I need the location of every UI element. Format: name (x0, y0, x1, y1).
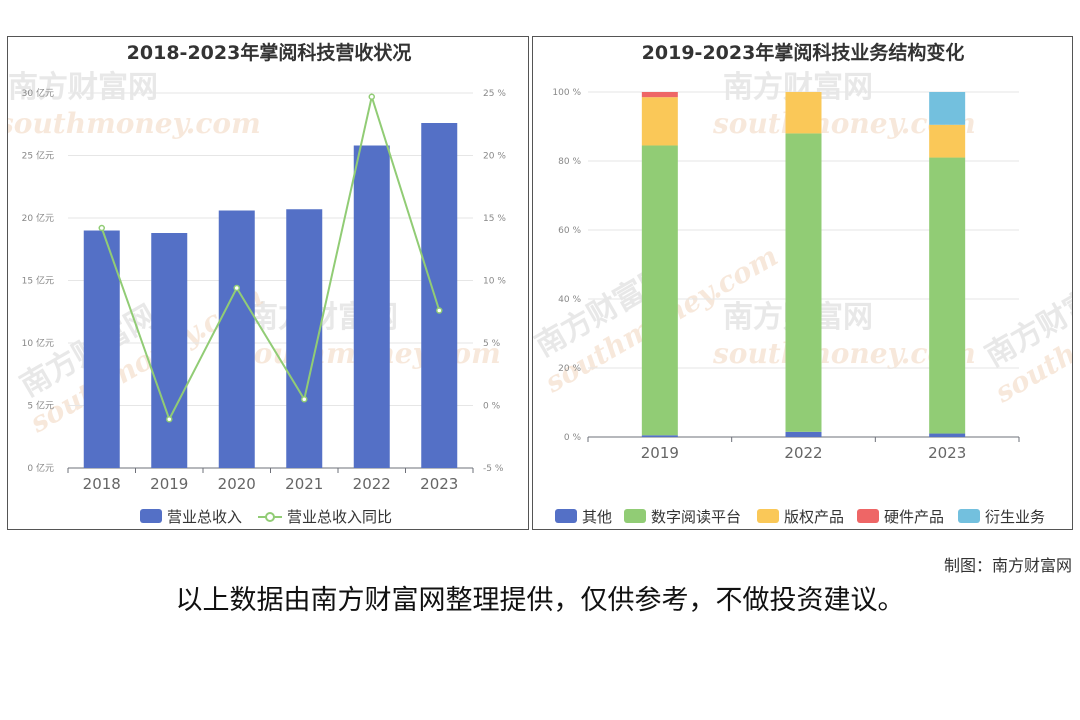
y-tick-label: 60 % (558, 226, 581, 236)
yoy-growth-point (98, 224, 105, 232)
stacked-segment (785, 431, 822, 437)
y-right-tick-label: 15 % (483, 214, 506, 224)
stacked-segment (641, 97, 678, 146)
stacked-segment (785, 133, 822, 432)
y-right-tick-label: 5 % (483, 339, 501, 349)
y-left-tick-label: 20 亿元 (22, 212, 54, 224)
legend-swatch-revenue (140, 509, 162, 523)
y-right-tick-label: 10 % (483, 277, 506, 287)
legend-label: 硬件产品 (884, 508, 944, 526)
y-right-tick-label: -5 % (483, 464, 504, 474)
y-right-tick-label: 0 % (483, 402, 501, 412)
yoy-growth-point (166, 416, 173, 423)
stacked-segment (641, 435, 678, 437)
watermark-logo-cn: 南方财富网 (8, 70, 158, 105)
legend-label: 其他 (582, 508, 612, 526)
watermark-logo-en: southmoney.com (8, 107, 261, 140)
y-left-tick-label: 5 亿元 (27, 400, 54, 412)
chart-title: 2019-2023年掌阅科技业务结构变化 (642, 41, 965, 64)
legend-swatch (857, 509, 879, 523)
yoy-growth-line (100, 92, 441, 422)
stacked-segment (785, 92, 822, 134)
legend-label: 版权产品 (784, 508, 844, 526)
x-tick-label: 2023 (420, 475, 458, 493)
revenue-bar (218, 210, 255, 468)
revenue-bar (353, 145, 390, 468)
legend-label-yoy: 营业总收入同比 (287, 508, 392, 526)
y-tick-label: 80 % (558, 157, 581, 167)
stacked-segment (929, 433, 966, 437)
y-left-tick-label: 10 亿元 (22, 337, 54, 349)
revenue-bar (421, 123, 458, 468)
y-tick-label: 100 % (552, 88, 581, 98)
stacked-segment (641, 145, 678, 436)
y-tick-label: 40 % (558, 295, 581, 305)
x-tick-label: 2022 (784, 444, 822, 462)
x-tick-label: 2021 (285, 475, 323, 493)
revenue-chart: 南方财富网southmoney.com南方财富网southmoney.com南方… (8, 41, 506, 526)
x-tick-label: 2019 (641, 444, 679, 462)
yoy-growth-point (301, 396, 308, 403)
y-right-tick-label: 20 % (483, 152, 506, 162)
revenue-bar (286, 209, 323, 468)
y-left-tick-label: 0 亿元 (27, 462, 54, 474)
legend-label-revenue: 营业总收入 (167, 508, 242, 526)
stacked-segment (641, 92, 678, 98)
disclaimer-text: 以上数据由南方财富网整理提供，仅供参考，不做投资建议。 (175, 585, 905, 616)
x-tick-label: 2023 (928, 444, 966, 462)
x-tick-label: 2019 (150, 475, 188, 493)
legend-label: 衍生业务 (985, 508, 1045, 526)
yoy-growth-point (368, 93, 375, 100)
legend-swatch (624, 509, 646, 523)
legend-swatch (958, 509, 980, 523)
legend-label: 数字阅读平台 (651, 508, 741, 526)
x-tick-label: 2020 (218, 475, 256, 493)
stacked-segment (929, 124, 966, 158)
x-tick-label: 2022 (353, 475, 391, 493)
revenue-bar (151, 233, 188, 468)
yoy-growth-point (233, 284, 240, 292)
yoy-growth-point (436, 307, 443, 314)
y-left-tick-label: 25 亿元 (22, 150, 54, 162)
structure-chart: 南方财富网southmoney.com南方财富网southmoney.com南方… (533, 41, 1072, 526)
y-left-tick-label: 15 亿元 (22, 275, 54, 287)
legend-swatch (555, 509, 577, 523)
legend-swatch (757, 509, 779, 523)
legend-marker-yoy (265, 512, 275, 522)
chart-credit: 制图：南方财富网 (943, 556, 1072, 575)
x-tick-label: 2018 (83, 475, 121, 493)
y-tick-label: 20 % (558, 364, 581, 374)
y-tick-label: 0 % (564, 433, 582, 443)
stacked-segment (929, 157, 966, 434)
y-right-tick-label: 25 % (483, 89, 506, 99)
revenue-bar (83, 230, 120, 468)
revenue-chart-panel: 南方财富网southmoney.com南方财富网southmoney.com南方… (7, 36, 529, 530)
y-left-tick-label: 30 亿元 (22, 87, 54, 99)
chart-title: 2018-2023年掌阅科技营收状况 (127, 41, 412, 64)
structure-chart-panel: 南方财富网southmoney.com南方财富网southmoney.com南方… (532, 36, 1073, 530)
stacked-segment (929, 92, 966, 125)
